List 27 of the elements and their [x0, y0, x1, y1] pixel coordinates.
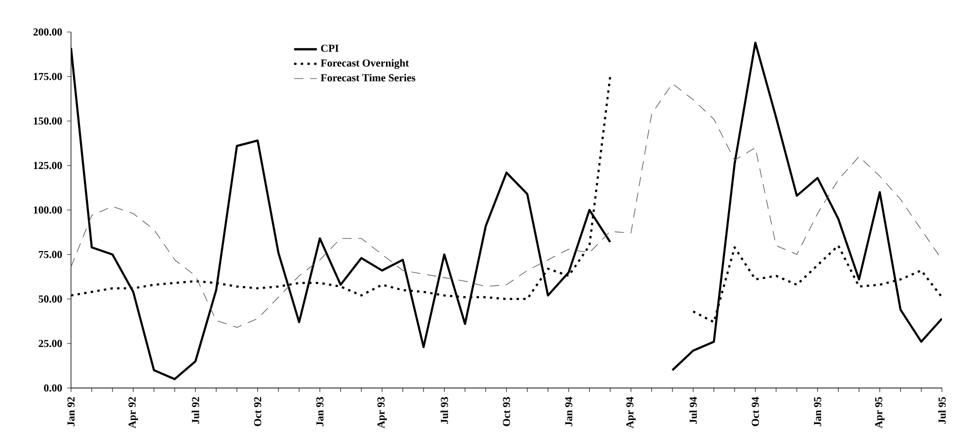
x-tick-label: Apr 92: [128, 397, 138, 428]
x-tick-label: Jan 95: [814, 397, 822, 426]
y-tick-label: 100.00: [34, 206, 62, 214]
y-tick-label: 50.00: [38, 295, 62, 303]
x-tick-label: Oct 94: [752, 396, 759, 426]
y-tick-label: 150.00: [34, 117, 62, 125]
x-tick-label: Apr 93: [377, 397, 387, 428]
y-tick-label: 125.00: [34, 162, 62, 170]
x-tick-label: Oct 92: [254, 397, 262, 426]
x-tick-label: Jan 92: [67, 397, 75, 426]
x-tick-label: Apr 94: [626, 396, 636, 428]
legend-label: Forecast Overnight: [320, 59, 409, 69]
y-tick-label: 75.00: [38, 250, 62, 258]
x-tick-label: Jul 93: [440, 397, 448, 424]
x-tick-label: Jul 95: [938, 397, 946, 424]
legend-label: CPI: [321, 44, 339, 52]
y-tick-label: 175.00: [34, 72, 62, 80]
y-tick-label: 25.00: [38, 340, 62, 348]
x-tick-label: Oct 93: [502, 397, 510, 426]
legend-label: Forecast Time Series: [320, 74, 416, 82]
y-tick-label: 0.00: [44, 384, 62, 392]
x-tick-label: Jan 93: [316, 397, 324, 426]
x-tick-label: Jul 92: [192, 397, 200, 424]
y-tick-label: 200.00: [33, 28, 62, 36]
x-tick-label: Jan 94: [565, 396, 572, 426]
x-tick-label: Jul 94: [689, 396, 697, 424]
x-tick-label: Apr 95: [875, 397, 884, 428]
